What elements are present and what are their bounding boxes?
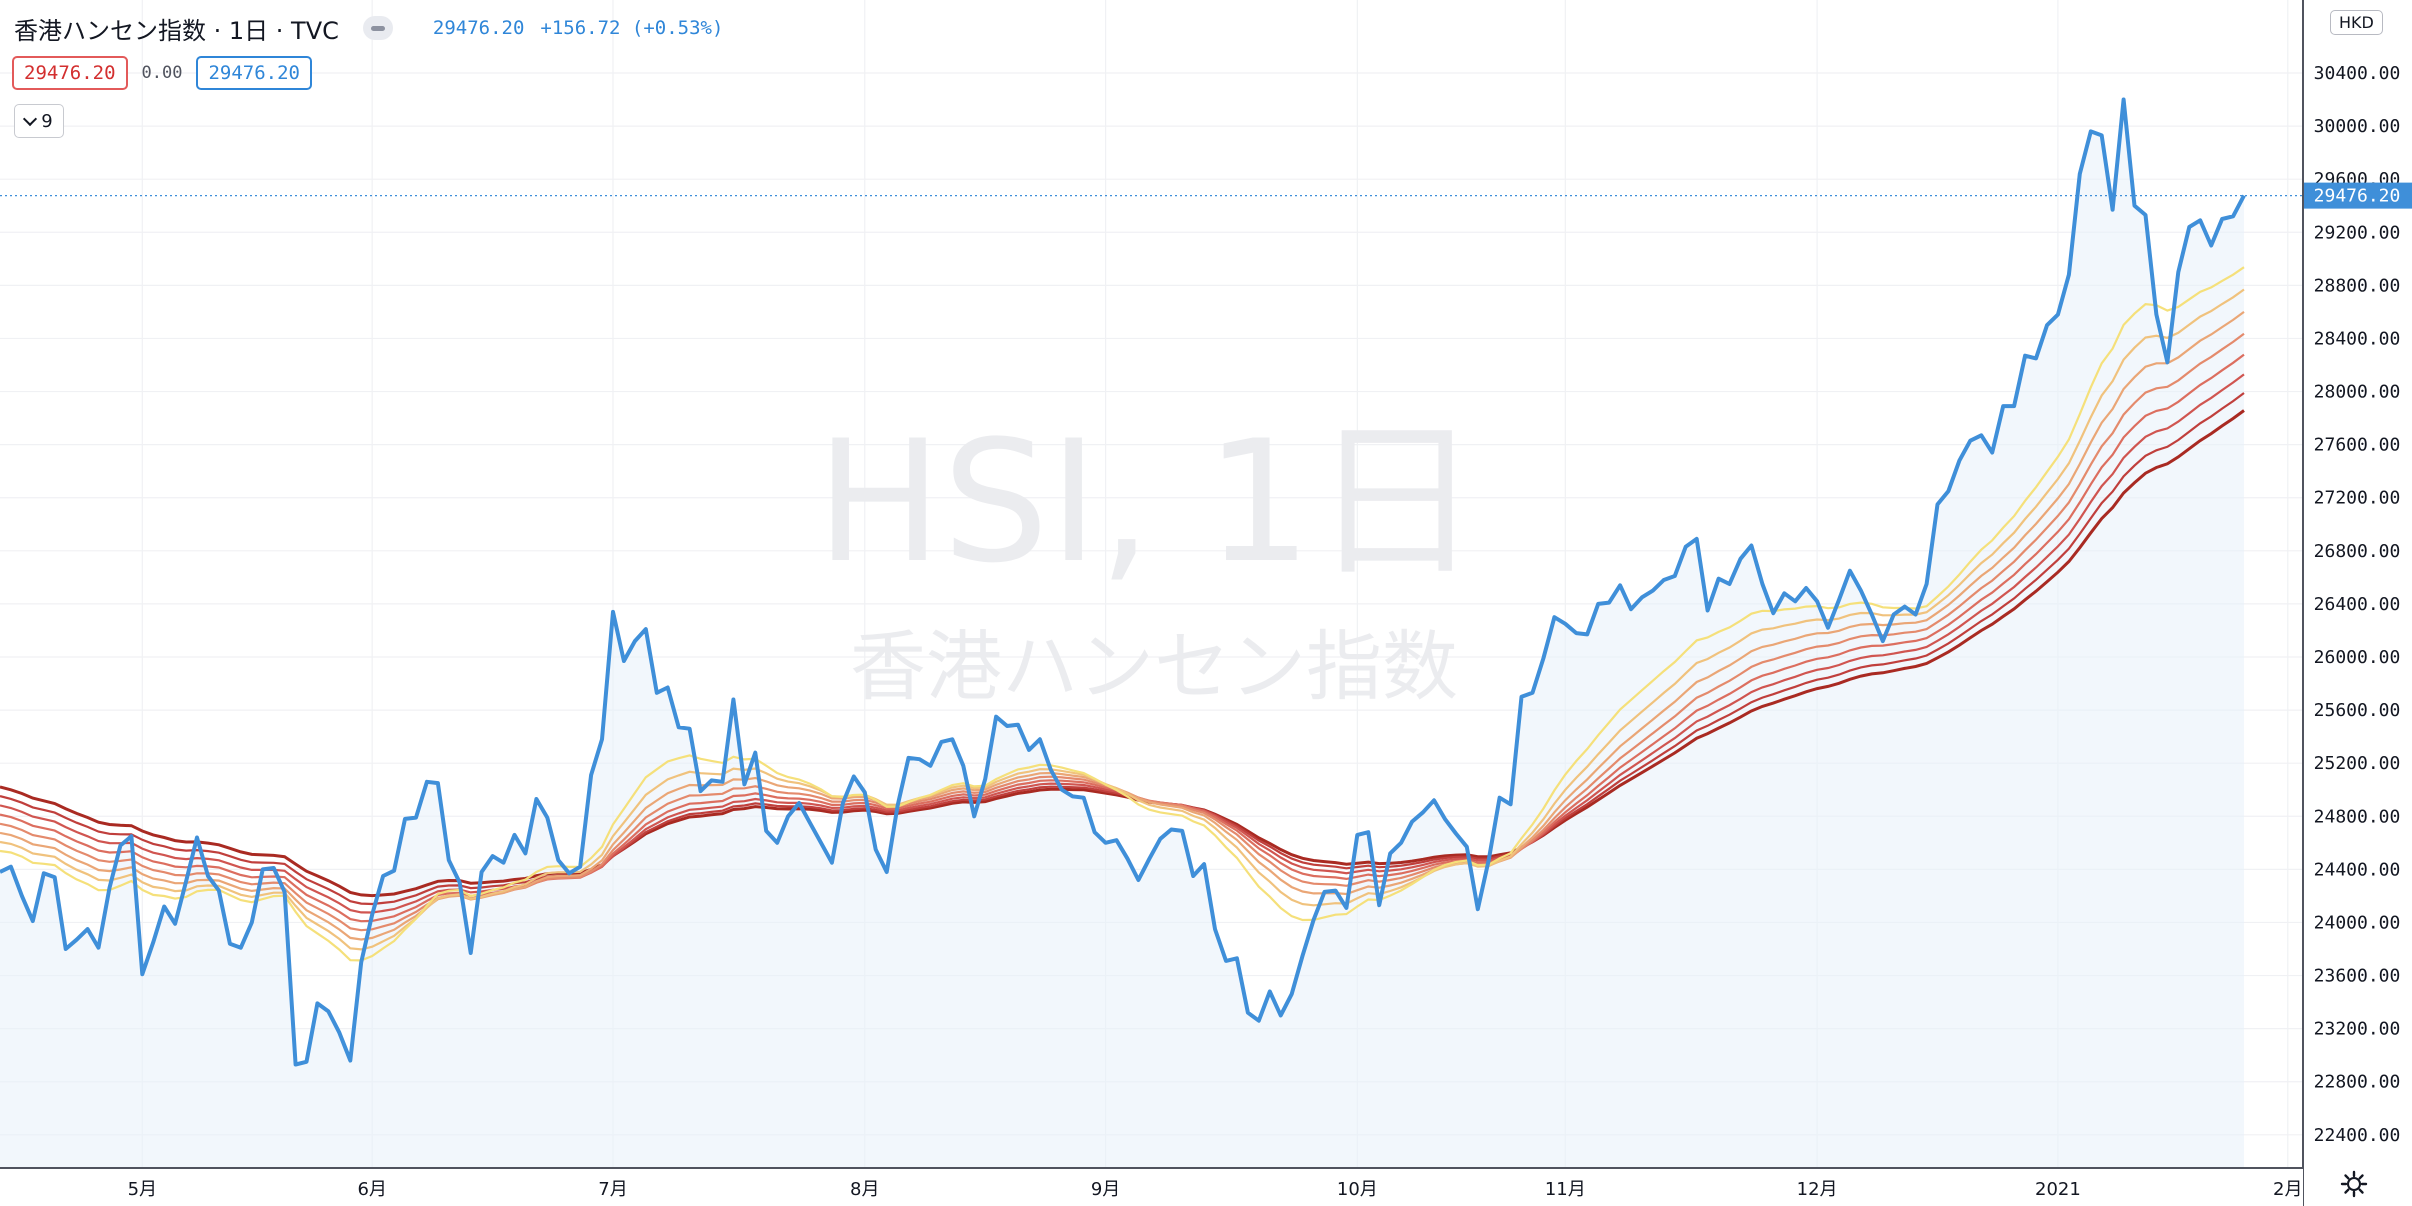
time-tick-label: 5月: [128, 1179, 157, 1200]
price-tick-label: 28000.00: [2314, 382, 2401, 403]
price-tick-label: 27200.00: [2314, 488, 2401, 509]
price-tick-label: 26000.00: [2314, 647, 2401, 668]
time-tick-label: 7月: [598, 1179, 627, 1200]
price-tick-label: 24800.00: [2314, 806, 2401, 827]
price-tick-label: 22400.00: [2314, 1125, 2401, 1146]
buy-price-box[interactable]: 29476.20: [196, 56, 312, 90]
ohlc-row: 29476.20 0.00 29476.20: [12, 56, 312, 90]
watermark-subtitle: 香港ハンセン指数: [850, 622, 1458, 711]
time-tick-label: 8月: [850, 1179, 879, 1200]
price-tick-label: 22800.00: [2314, 1072, 2401, 1093]
price-change-value: +156.72 (+0.53%): [540, 17, 724, 39]
price-tick-label: 26400.00: [2314, 594, 2401, 615]
gear-icon[interactable]: [2340, 1170, 2368, 1198]
last-price-label: 29476.20: [2304, 182, 2412, 209]
price-line[interactable]: [0, 97, 2246, 1067]
watermark-title: HSI, 1日: [816, 404, 1480, 600]
price-tick-label: 27600.00: [2314, 435, 2401, 456]
time-tick-label: 2021: [2035, 1179, 2081, 1200]
price-tick-label: 26800.00: [2314, 541, 2401, 562]
time-tick-label: 11月: [1545, 1179, 1586, 1200]
price-area-fill: [0, 99, 2244, 1168]
last-price-label-text: 29476.20: [2314, 186, 2401, 207]
indicators-toggle[interactable]: 9: [14, 104, 64, 138]
price-axis[interactable]: 30400.0030000.0029600.0029200.0028800.00…: [2314, 63, 2401, 1146]
time-tick-label: 9月: [1091, 1179, 1120, 1200]
time-tick-label: 10月: [1337, 1179, 1378, 1200]
price-tick-label: 24000.00: [2314, 912, 2401, 933]
price-tick-label: 28800.00: [2314, 275, 2401, 296]
price-tick-label: 30400.00: [2314, 63, 2401, 84]
time-tick-label: 6月: [357, 1179, 386, 1200]
spread-value: 0.00: [141, 63, 183, 83]
minus-icon: [370, 25, 385, 31]
symbol-title[interactable]: 香港ハンセン指数 · 1日 · TVC: [14, 16, 339, 45]
price-tick-label: 23600.00: [2314, 966, 2401, 987]
price-tick-label: 23200.00: [2314, 1019, 2401, 1040]
last-price-label-bg: [2304, 182, 2412, 209]
ma-ribbon: [0, 266, 2245, 962]
price-tick-label: 29200.00: [2314, 222, 2401, 243]
currency-badge[interactable]: HKD: [2330, 10, 2383, 35]
price-tick-label: 24400.00: [2314, 859, 2401, 880]
chevron-down-icon: [23, 111, 38, 126]
ma-line-20: [0, 266, 2245, 962]
watermark: HSI, 1日 香港ハンセン指数: [816, 404, 1480, 711]
sell-price-box[interactable]: 29476.20: [12, 56, 128, 90]
price-tick-label: 25600.00: [2314, 700, 2401, 721]
collapse-legend-button[interactable]: [362, 16, 393, 40]
ma-line-55: [0, 409, 2245, 898]
time-axis-bg: [0, 1168, 2303, 1206]
price-tick-label: 25200.00: [2314, 753, 2401, 774]
time-tick-label: 12月: [1797, 1179, 1838, 1200]
price-tick-label: 30000.00: [2314, 116, 2401, 137]
price-tick-label: 28400.00: [2314, 328, 2401, 349]
time-tick-label: 2月: [2273, 1179, 2302, 1200]
last-price-value: 29476.20: [432, 17, 525, 39]
indicator-count: 9: [41, 110, 53, 132]
legend-header: 香港ハンセン指数 · 1日 · TVC 29476.20 +156.72 (+0…: [14, 10, 723, 46]
time-axis[interactable]: 5月 6月 7月 8月 9月 10月 11月 12月 2021 2月: [128, 1179, 2303, 1200]
